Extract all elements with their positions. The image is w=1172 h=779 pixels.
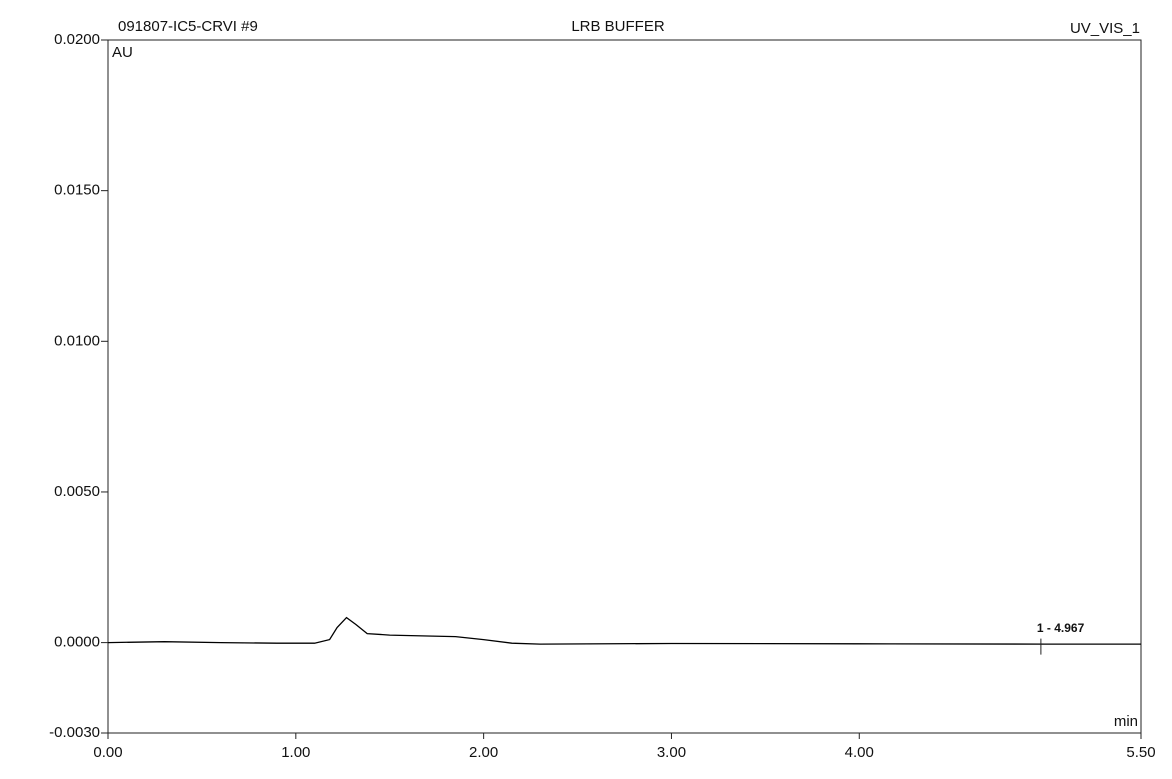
chart-title: LRB BUFFER [571, 18, 665, 35]
x-tick-label: 5.50 [1126, 744, 1155, 761]
x-tick-label: 3.00 [657, 744, 686, 761]
signal-line [107, 616, 1141, 645]
y-tick-label: 0.0200 [54, 31, 100, 48]
channel-name: UV_VIS_1 [1070, 20, 1140, 37]
y-tick-label: 0.0000 [54, 634, 100, 651]
x-axis-label: min [1114, 713, 1138, 730]
y-axis-label: AU [112, 44, 133, 61]
y-tick-label: 0.0100 [54, 332, 100, 349]
x-tick-label: 2.00 [469, 744, 498, 761]
y-tick-label: 0.0150 [54, 182, 100, 199]
plot-frame [107, 39, 1142, 734]
peak-label: 1 - 4.967 [1037, 621, 1085, 635]
x-tick-label: 4.00 [845, 744, 874, 761]
x-tick-label: 1.00 [281, 744, 310, 761]
sample-name: 091807-IC5-CRVI #9 [118, 18, 258, 35]
x-tick-label: 0.00 [93, 744, 122, 761]
y-tick-label: -0.0030 [49, 724, 100, 741]
y-tick-label: 0.0050 [54, 483, 100, 500]
